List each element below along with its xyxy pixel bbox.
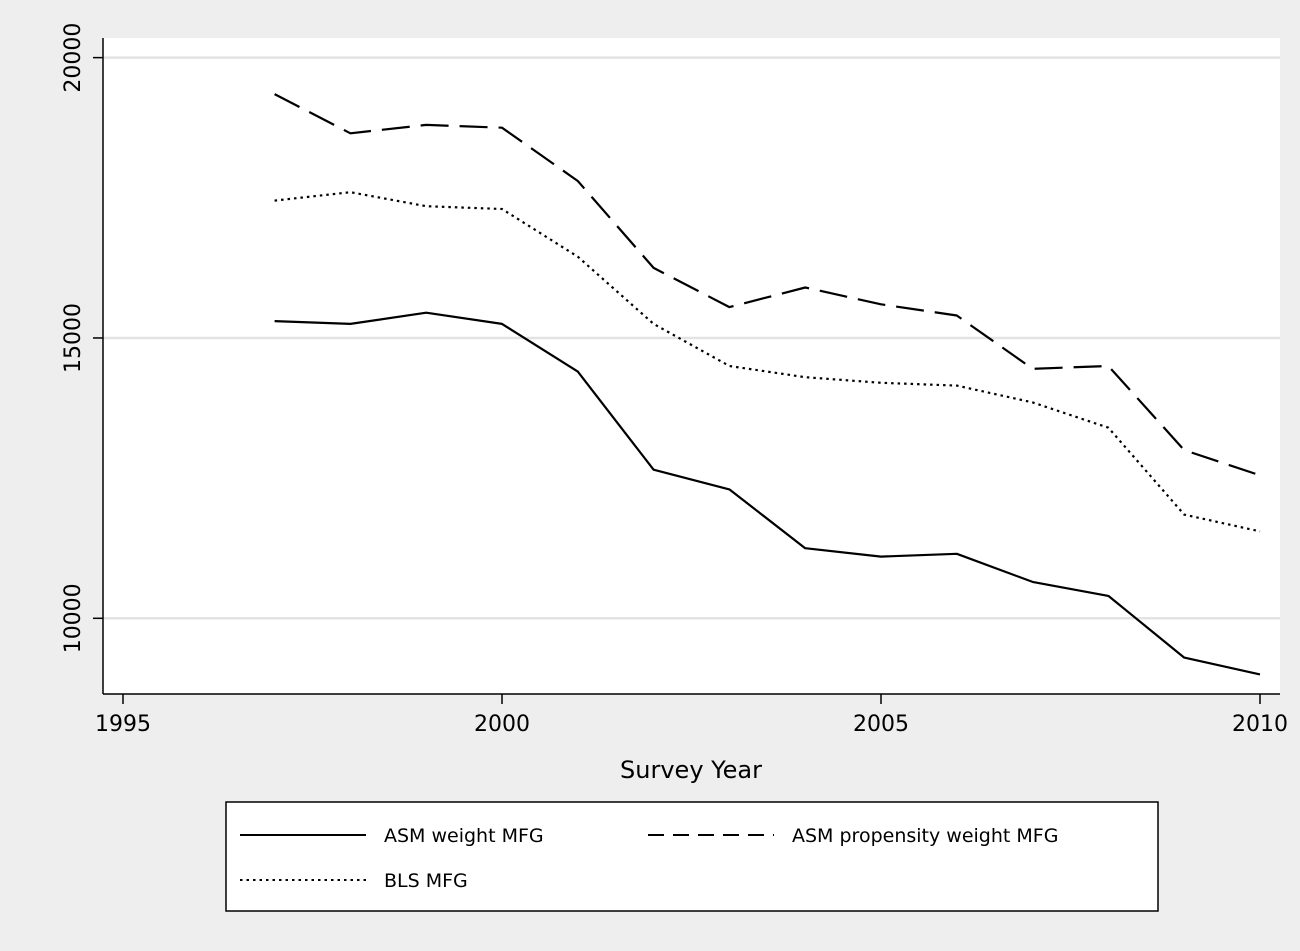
series-line-bls-mfg (274, 191, 1261, 533)
series-line-asm-weight-mfg (274, 311, 1261, 676)
series-line-asm-propensity-weight-mfg (274, 93, 1261, 477)
legend-box (225, 801, 1159, 912)
y-tick-label: 15000 (61, 303, 86, 373)
y-tick-label: 20000 (61, 23, 86, 93)
x-axis-label: Survey Year (620, 756, 762, 784)
y-axis-ticks: 10000 15000 20000 (61, 23, 103, 653)
x-tick-label: 2000 (474, 712, 530, 737)
series-lines (274, 93, 1261, 676)
y-tick-label: 10000 (61, 583, 86, 653)
x-tick-label: 2010 (1232, 712, 1288, 737)
legend: ASM weight MFG ASM propensity weight MFG… (225, 801, 1159, 912)
legend-label-asm-weight: ASM weight MFG (384, 825, 544, 847)
legend-label-asm-propensity: ASM propensity weight MFG (792, 825, 1058, 847)
x-tick-label: 1995 (95, 712, 151, 737)
grid-lines (103, 56, 1280, 620)
legend-label-bls: BLS MFG (384, 870, 468, 892)
x-tick-label: 2005 (853, 712, 909, 737)
x-axis-ticks: 1995 2000 2005 2010 (95, 694, 1288, 737)
